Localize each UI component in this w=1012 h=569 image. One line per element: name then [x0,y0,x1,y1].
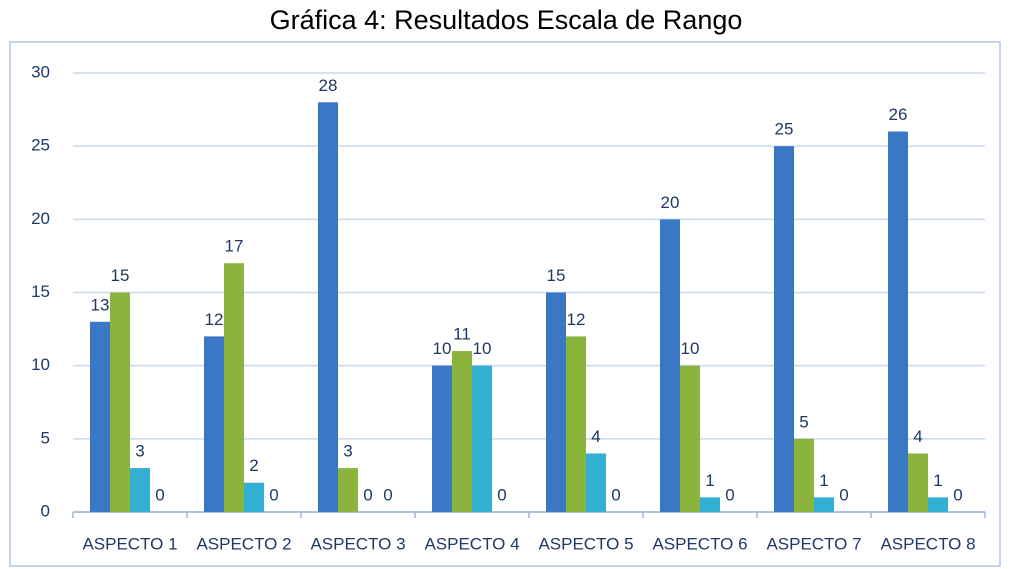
y-tick-label: 0 [41,501,50,520]
data-label: 0 [725,485,734,504]
data-label: 28 [319,76,338,95]
bar [452,351,472,512]
data-label: 1 [819,471,828,490]
data-label: 10 [681,339,700,358]
bar [680,365,700,512]
bar [130,468,150,512]
data-label: 15 [111,266,130,285]
data-label: 0 [839,485,848,504]
data-label: 5 [799,412,808,431]
data-label: 13 [91,295,110,314]
data-label: 0 [155,485,164,504]
bar [244,482,264,512]
data-label: 4 [591,427,600,446]
y-tick-label: 10 [31,355,50,374]
data-label: 12 [205,310,224,329]
bar [700,497,720,512]
x-tick-label: ASPECTO 8 [880,534,975,553]
x-tick-label: ASPECTO 3 [310,534,405,553]
y-tick-label: 30 [31,62,50,81]
x-tick-label: ASPECTO 2 [196,534,291,553]
x-tick-label: ASPECTO 1 [82,534,177,553]
data-label: 11 [453,325,471,344]
data-label: 4 [913,427,922,446]
bar [472,365,492,512]
x-tick-label: ASPECTO 4 [424,534,519,553]
data-label: 10 [433,339,452,358]
bar [204,336,224,512]
bar [110,292,130,512]
data-label: 0 [383,485,392,504]
data-label: 10 [473,339,492,358]
data-label: 1 [933,471,942,490]
x-tick-label: ASPECTO 5 [538,534,633,553]
bar [546,292,566,512]
bar [318,102,338,513]
bar [660,219,680,513]
bar [224,263,244,512]
y-tick-label: 15 [31,282,50,301]
bar [566,336,586,512]
data-label: 20 [661,193,680,212]
data-label: 3 [343,442,352,461]
bar [814,497,834,512]
x-tick-label: ASPECTO 7 [766,534,861,553]
bar [90,321,110,512]
y-tick-label: 25 [31,136,50,155]
data-label: 25 [775,120,794,139]
data-label: 17 [225,237,244,256]
x-tick-label: ASPECTO 6 [652,534,747,553]
data-label: 0 [363,485,372,504]
bar [774,146,794,512]
data-label: 0 [497,485,506,504]
bar [888,131,908,513]
bar [794,438,814,512]
data-label: 0 [953,485,962,504]
y-tick-label: 20 [31,209,50,228]
chart-frame [9,41,1001,567]
y-tick-label: 5 [41,428,50,447]
data-label: 1 [705,471,714,490]
bar [338,468,358,512]
chart-title: Gráfica 4: Resultados Escala de Rango [270,5,743,35]
data-label: 0 [269,485,278,504]
bar [908,453,928,512]
data-label: 15 [547,266,566,285]
bar [586,453,606,512]
data-label: 26 [889,105,908,124]
data-label: 3 [135,442,144,461]
bar [928,497,948,512]
data-label: 0 [611,485,620,504]
data-label: 2 [249,456,258,475]
data-label: 12 [567,310,586,329]
bar [432,365,452,512]
